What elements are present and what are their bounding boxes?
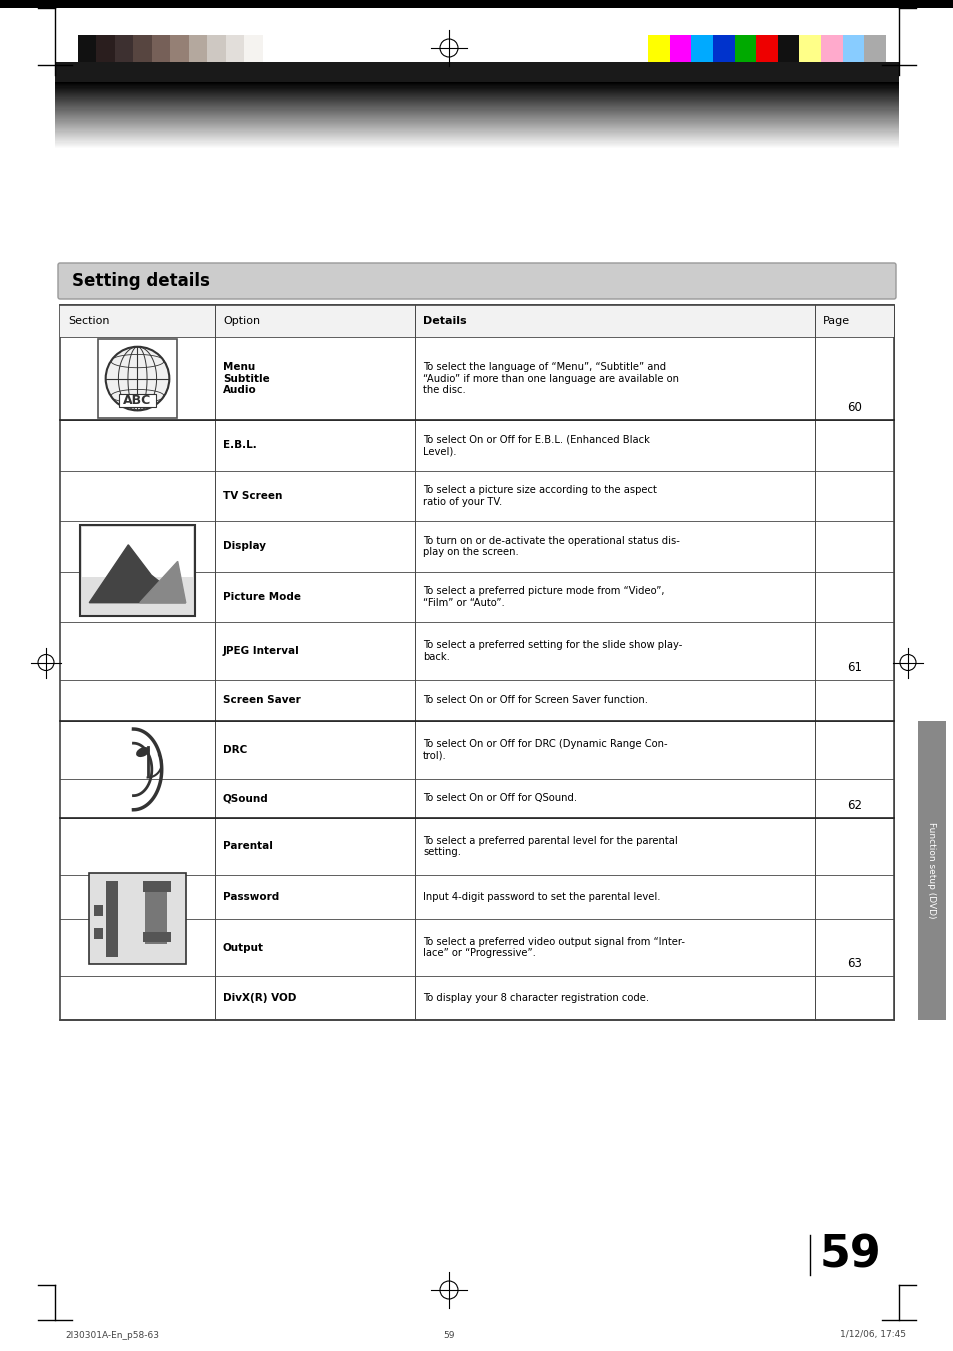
Text: To select the language of “Menu”, “Subtitle” and
“Audio” if more than one langua: To select the language of “Menu”, “Subti… <box>422 362 679 396</box>
Bar <box>119 394 155 407</box>
Text: Setting details: Setting details <box>71 272 210 290</box>
Text: ABC: ABC <box>123 394 152 407</box>
Text: 59: 59 <box>443 1331 455 1339</box>
Bar <box>55 62 898 82</box>
Bar <box>669 35 691 62</box>
Text: To display your 8 character registration code.: To display your 8 character registration… <box>422 993 648 1004</box>
Bar <box>777 35 799 62</box>
Text: QSound: QSound <box>223 793 269 802</box>
Text: 59: 59 <box>820 1233 881 1277</box>
Text: DRC: DRC <box>223 744 247 755</box>
Text: 60: 60 <box>846 401 861 413</box>
Bar <box>96 35 115 62</box>
Bar <box>143 932 171 943</box>
Text: 2I30301A-En_p58-63: 2I30301A-En_p58-63 <box>65 1331 159 1339</box>
Text: Display: Display <box>223 542 266 551</box>
Bar <box>78 35 96 62</box>
Bar <box>60 305 893 1020</box>
Text: Picture Mode: Picture Mode <box>223 592 301 603</box>
Bar <box>97 339 177 419</box>
Text: 63: 63 <box>846 958 861 970</box>
Bar <box>0 0 953 8</box>
Text: Output: Output <box>223 943 264 952</box>
Text: Details: Details <box>422 316 466 326</box>
Text: To select a preferred video output signal from “Inter-
lace” or “Progressive”.: To select a preferred video output signa… <box>422 936 684 958</box>
Bar <box>799 35 821 62</box>
Bar <box>80 524 194 616</box>
Text: To select On or Off for QSound.: To select On or Off for QSound. <box>422 793 577 802</box>
Bar <box>917 721 945 1020</box>
FancyBboxPatch shape <box>58 263 895 299</box>
Text: To select On or Off for DRC (Dynamic Range Con-
trol).: To select On or Off for DRC (Dynamic Ran… <box>422 739 667 761</box>
Bar <box>171 35 189 62</box>
Text: Screen Saver: Screen Saver <box>223 696 300 705</box>
Ellipse shape <box>136 747 150 757</box>
Text: E.B.L.: E.B.L. <box>223 440 256 450</box>
Bar <box>821 35 841 62</box>
Bar <box>734 35 756 62</box>
Polygon shape <box>140 562 186 603</box>
Text: Page: Page <box>822 316 849 326</box>
Bar <box>208 35 226 62</box>
Bar <box>0 149 953 1351</box>
Text: To select On or Off for E.B.L. (Enhanced Black
Level).: To select On or Off for E.B.L. (Enhanced… <box>422 435 649 457</box>
Text: Menu
Subtitle
Audio: Menu Subtitle Audio <box>223 362 270 396</box>
Bar <box>107 881 118 957</box>
Bar <box>226 35 244 62</box>
Text: 61: 61 <box>846 661 862 674</box>
Bar <box>152 35 171 62</box>
Bar <box>756 35 777 62</box>
Text: 62: 62 <box>846 798 862 812</box>
Bar <box>189 35 208 62</box>
Text: TV Screen: TV Screen <box>223 490 282 501</box>
Text: Option: Option <box>223 316 260 326</box>
Bar <box>93 905 103 916</box>
Bar <box>647 35 669 62</box>
Bar <box>145 881 167 944</box>
Text: JPEG Interval: JPEG Interval <box>223 646 299 657</box>
Text: Password: Password <box>223 892 279 902</box>
Bar <box>143 881 171 892</box>
Text: Input 4-digit password to set the parental level.: Input 4-digit password to set the parent… <box>422 892 659 902</box>
Text: To select a preferred setting for the slide show play-
back.: To select a preferred setting for the sl… <box>422 640 681 662</box>
Text: To select a picture size according to the aspect
ratio of your TV.: To select a picture size according to th… <box>422 485 657 507</box>
Bar <box>133 35 152 62</box>
Circle shape <box>106 347 169 411</box>
Text: Section: Section <box>68 316 110 326</box>
Bar <box>115 35 133 62</box>
Bar <box>863 35 885 62</box>
Text: 1/12/06, 17:45: 1/12/06, 17:45 <box>840 1331 905 1339</box>
Text: To select a preferred parental level for the parental
setting.: To select a preferred parental level for… <box>422 836 677 858</box>
Text: DivX(R) VOD: DivX(R) VOD <box>223 993 296 1004</box>
Text: To turn on or de-activate the operational status dis-
play on the screen.: To turn on or de-activate the operationa… <box>422 535 679 557</box>
Bar <box>841 35 863 62</box>
Text: To select On or Off for Screen Saver function.: To select On or Off for Screen Saver fun… <box>422 696 647 705</box>
Text: Parental: Parental <box>223 842 273 851</box>
Bar <box>93 928 103 939</box>
Text: To select a preferred picture mode from “Video”,
“Film” or “Auto”.: To select a preferred picture mode from … <box>422 586 664 608</box>
Bar <box>691 35 712 62</box>
Polygon shape <box>90 544 186 603</box>
Bar <box>244 35 263 62</box>
Bar <box>89 874 186 965</box>
Text: Function setup (DVD): Function setup (DVD) <box>926 823 936 919</box>
Bar <box>82 527 193 577</box>
Bar <box>60 305 893 338</box>
Bar <box>712 35 734 62</box>
